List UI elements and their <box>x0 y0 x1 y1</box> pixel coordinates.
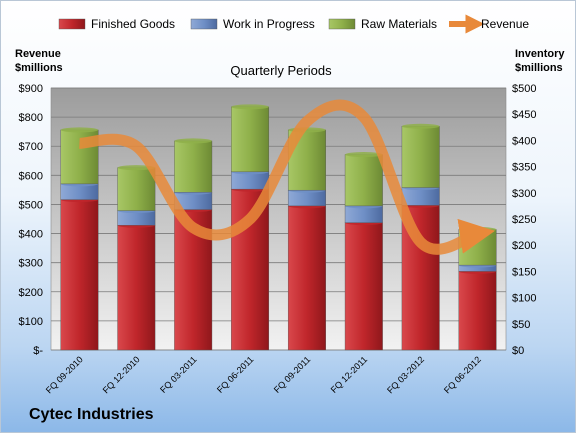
y-left-tick-label: $400 <box>19 229 43 241</box>
bar-segment <box>458 271 497 351</box>
y-left-tick-label: $500 <box>19 199 43 211</box>
y-right-tick-label: $350 <box>512 162 536 174</box>
y-right-tick-label: $100 <box>512 293 536 305</box>
x-tick-label: FQ 03-2012 <box>385 354 426 395</box>
y-right-tick-label: $150 <box>512 266 536 278</box>
y-right-tick-label: $200 <box>512 240 536 252</box>
bar-segment <box>287 205 326 351</box>
y-left-label-line1: Revenue <box>15 48 61 60</box>
bar-segment <box>344 222 383 351</box>
x-tick-label: FQ 06-2012 <box>442 354 483 395</box>
y-right-tick-label: $50 <box>512 319 530 331</box>
y-right-tick-label: $500 <box>512 83 536 95</box>
y-right-tick-label: $400 <box>512 135 536 147</box>
legend-swatch <box>58 18 86 30</box>
bar-cap <box>117 165 156 171</box>
legend-label: Finished Goods <box>91 17 175 31</box>
legend-label: Revenue <box>481 17 529 31</box>
bar-segment <box>231 171 270 190</box>
y-right-tick-label: $0 <box>512 345 524 357</box>
y-left-label-line2: $millions <box>15 62 63 74</box>
company-name: Cytec Industries <box>29 406 154 423</box>
legend-swatch <box>328 18 356 30</box>
y-left-tick-label: $600 <box>19 170 43 182</box>
revenue-line <box>79 99 495 255</box>
bar-segment <box>60 199 99 351</box>
bar-segment <box>344 154 383 207</box>
bar-segment <box>231 106 270 173</box>
y-left-tick-label: $800 <box>19 112 43 124</box>
x-tick-label: FQ 03-2011 <box>158 354 199 395</box>
x-tick-label: FQ 12-2011 <box>329 354 370 395</box>
x-tick-label: FQ 12-2010 <box>101 354 142 395</box>
bar-segment <box>401 187 440 206</box>
y-right-tick-label: $250 <box>512 214 536 226</box>
legend-swatch <box>190 18 218 30</box>
y-right-tick-label: $450 <box>512 109 536 121</box>
y-right-tick-label: $300 <box>512 188 536 200</box>
y-left-tick-label: $200 <box>19 287 43 299</box>
y-left-tick-label: $100 <box>19 316 43 328</box>
x-tick-label: FQ 09-2010 <box>44 354 85 395</box>
bar-cap <box>231 104 269 110</box>
y-right-label-line1: Inventory <box>515 48 565 60</box>
legend-label: Raw Materials <box>361 17 437 31</box>
legend: Finished Goods Work in Progress Raw Materi… <box>58 14 529 34</box>
y-left-tick-label: $300 <box>19 258 43 270</box>
bar-segment <box>117 225 156 351</box>
bar-segment <box>344 205 383 223</box>
y-left-tick-label: $700 <box>19 141 43 153</box>
bar-cap <box>60 127 99 133</box>
chart-subtitle: Quarterly Periods <box>230 63 332 78</box>
x-tick-label: FQ 06-2011 <box>215 354 256 395</box>
bar-cap <box>174 138 212 144</box>
bar-segment <box>401 126 440 188</box>
bar-cap <box>401 123 440 129</box>
y-left-tick-label: $- <box>33 345 43 357</box>
y-left-tick-label: $900 <box>19 83 43 95</box>
y-right-label-line2: $millions <box>515 62 563 74</box>
legend-label: Work in Progress <box>223 17 315 31</box>
plot-area: $- $100 $200 $300 $400 $500 $600 $700 $800 $900 $0… <box>19 83 537 395</box>
bar-segment <box>117 167 156 211</box>
bar-cap <box>458 226 497 232</box>
bar-segment <box>174 140 213 193</box>
bar-cap <box>345 152 383 158</box>
x-tick-label: FQ 09-2011 <box>272 354 313 395</box>
